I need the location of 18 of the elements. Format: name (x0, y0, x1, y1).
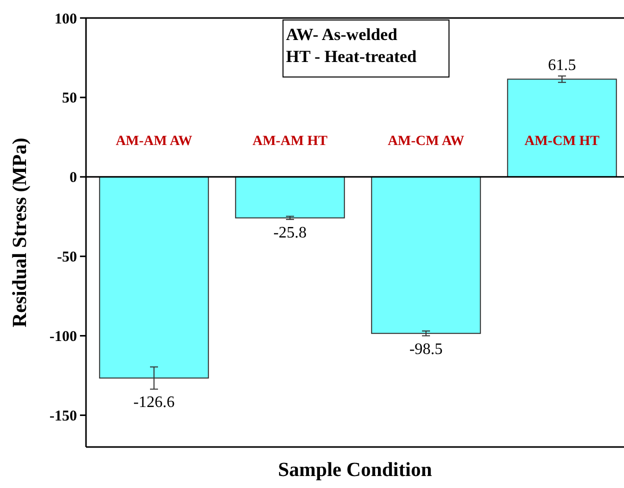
y-tick-label: -100 (50, 329, 77, 346)
x-tick-label: AM-CM AW (388, 134, 464, 150)
y-tick-label: 50 (62, 90, 77, 107)
data-label: -126.6 (133, 394, 175, 412)
y-tick-label: -50 (57, 250, 77, 266)
y-tick-label: -150 (50, 408, 77, 424)
y-tick-label: 0 (70, 170, 77, 186)
annotation: AW- As-welded (286, 25, 398, 44)
annotation: HT - Heat-treated (286, 47, 418, 66)
y-axis-title: Residual Stress (MPa) (9, 138, 31, 328)
x-axis-title: Sample Condition (278, 459, 432, 481)
data-label: -25.8 (273, 224, 307, 242)
data-label: -98.5 (409, 340, 443, 358)
x-tick-label: AM-AM AW (116, 134, 192, 150)
y-tick-label: 100 (54, 11, 77, 28)
x-tick-label: AM-CM HT (524, 134, 600, 150)
x-tick-label: AM-AM HT (252, 134, 328, 150)
data-label: 61.5 (548, 56, 576, 74)
